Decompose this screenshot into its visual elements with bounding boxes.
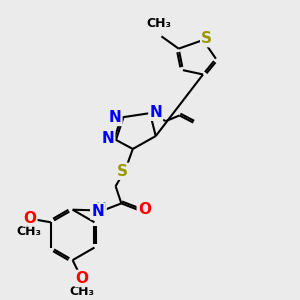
- Text: N: N: [101, 131, 114, 146]
- Text: H: H: [96, 201, 106, 214]
- Text: N: N: [91, 204, 104, 219]
- Text: CH₃: CH₃: [16, 225, 41, 238]
- Text: S: S: [117, 164, 128, 179]
- Text: O: O: [23, 211, 36, 226]
- Text: CH₃: CH₃: [70, 285, 94, 298]
- Text: O: O: [138, 202, 151, 217]
- Text: N: N: [149, 105, 162, 120]
- Text: N: N: [109, 110, 122, 125]
- Text: CH₃: CH₃: [147, 17, 172, 30]
- Text: S: S: [201, 31, 212, 46]
- Text: O: O: [76, 271, 88, 286]
